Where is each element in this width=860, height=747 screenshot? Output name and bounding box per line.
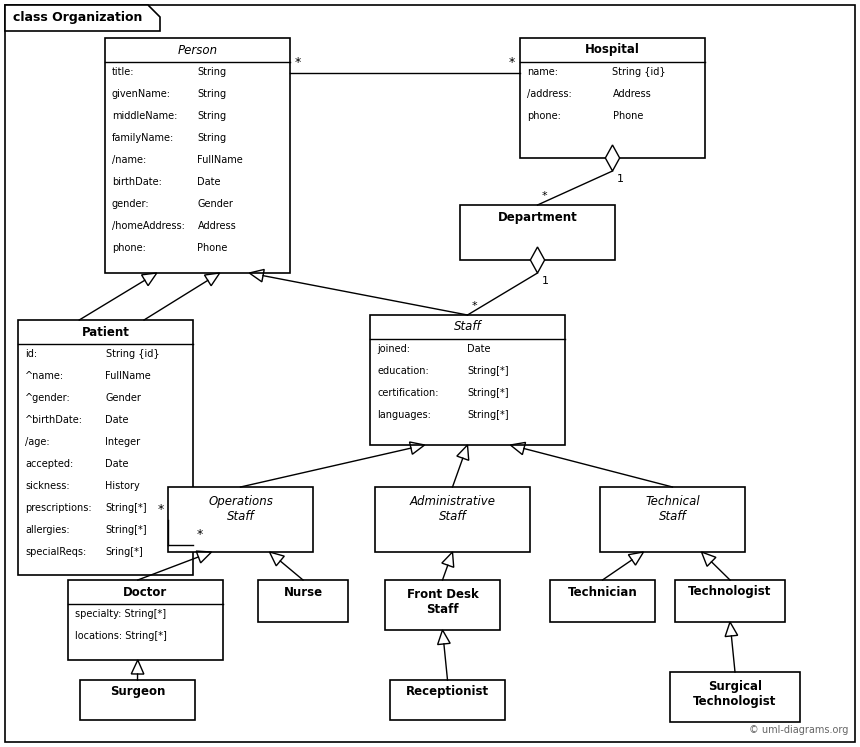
Text: ^gender:: ^gender: — [25, 393, 71, 403]
Bar — [105, 38, 290, 273]
Text: /address:: /address: — [527, 89, 572, 99]
Bar — [550, 580, 655, 622]
Bar — [375, 487, 530, 552]
Bar — [460, 205, 615, 260]
Text: Nurse: Nurse — [284, 586, 322, 598]
Bar — [600, 487, 745, 552]
Text: String[*]: String[*] — [468, 388, 509, 398]
Text: String[*]: String[*] — [468, 410, 509, 420]
Text: String[*]: String[*] — [106, 525, 147, 535]
Text: ^birthDate:: ^birthDate: — [25, 415, 83, 425]
Text: *: * — [295, 56, 301, 69]
Text: name:: name: — [527, 67, 558, 77]
Text: *: * — [197, 528, 203, 541]
Text: *: * — [157, 503, 164, 515]
Text: FullName: FullName — [106, 371, 151, 381]
Text: 1: 1 — [617, 174, 624, 184]
Text: String {id}: String {id} — [106, 349, 159, 359]
Text: Date: Date — [106, 415, 129, 425]
Text: /name:: /name: — [112, 155, 146, 165]
Text: 1: 1 — [542, 276, 549, 286]
Text: gender:: gender: — [112, 199, 150, 209]
Text: FullName: FullName — [198, 155, 243, 165]
Text: Technician: Technician — [568, 586, 637, 598]
Text: title:: title: — [112, 67, 134, 77]
Text: Department: Department — [498, 211, 577, 223]
Text: Front Desk
Staff: Front Desk Staff — [407, 588, 478, 616]
Text: Date: Date — [198, 177, 221, 187]
Polygon shape — [605, 145, 620, 171]
Text: Integer: Integer — [106, 437, 141, 447]
Text: Staff: Staff — [454, 320, 482, 333]
Text: Date: Date — [106, 459, 129, 469]
Text: givenName:: givenName: — [112, 89, 171, 99]
Text: Date: Date — [468, 344, 491, 354]
Polygon shape — [531, 247, 544, 273]
Text: prescriptions:: prescriptions: — [25, 503, 92, 513]
Bar — [168, 487, 313, 552]
Text: *: * — [542, 191, 547, 201]
Text: accepted:: accepted: — [25, 459, 73, 469]
Text: Gender: Gender — [106, 393, 141, 403]
Text: Patient: Patient — [82, 326, 130, 338]
Text: Sring[*]: Sring[*] — [106, 547, 144, 557]
Text: Administrative
Staff: Administrative Staff — [409, 495, 495, 523]
Text: *: * — [509, 56, 515, 69]
Text: String: String — [198, 111, 227, 121]
Text: Address: Address — [612, 89, 651, 99]
Text: specialReqs:: specialReqs: — [25, 547, 86, 557]
Text: /homeAddress:: /homeAddress: — [112, 221, 185, 231]
Text: Technologist: Technologist — [688, 586, 771, 598]
Text: Person: Person — [177, 43, 218, 57]
Bar — [68, 580, 223, 660]
Text: phone:: phone: — [112, 243, 146, 253]
Text: class Organization: class Organization — [13, 11, 143, 25]
Text: String: String — [198, 89, 227, 99]
Text: Operations
Staff: Operations Staff — [208, 495, 273, 523]
Text: familyName:: familyName: — [112, 133, 175, 143]
Text: Phone: Phone — [612, 111, 643, 121]
Text: joined:: joined: — [377, 344, 410, 354]
Text: birthDate:: birthDate: — [112, 177, 162, 187]
Text: Receptionist: Receptionist — [406, 686, 489, 698]
Bar — [390, 680, 505, 720]
Text: Surgical
Technologist: Surgical Technologist — [693, 680, 777, 708]
Polygon shape — [5, 5, 160, 31]
Text: locations: String[*]: locations: String[*] — [75, 631, 167, 641]
Bar — [675, 580, 785, 622]
Bar — [670, 672, 800, 722]
Text: allergies:: allergies: — [25, 525, 70, 535]
Text: String: String — [198, 133, 227, 143]
Text: languages:: languages: — [377, 410, 431, 420]
Text: Gender: Gender — [198, 199, 233, 209]
Text: © uml-diagrams.org: © uml-diagrams.org — [748, 725, 848, 735]
Text: Phone: Phone — [198, 243, 228, 253]
Text: History: History — [106, 481, 140, 491]
Text: education:: education: — [377, 366, 429, 376]
Text: Address: Address — [198, 221, 237, 231]
Text: String {id}: String {id} — [612, 67, 666, 77]
Text: phone:: phone: — [527, 111, 561, 121]
Text: Technical
Staff: Technical Staff — [645, 495, 700, 523]
Text: /age:: /age: — [25, 437, 50, 447]
Text: specialty: String[*]: specialty: String[*] — [75, 609, 166, 619]
Bar — [80, 680, 195, 720]
Text: Doctor: Doctor — [123, 586, 168, 598]
Text: String: String — [198, 67, 227, 77]
Text: id:: id: — [25, 349, 37, 359]
Text: middleName:: middleName: — [112, 111, 177, 121]
Text: certification:: certification: — [377, 388, 439, 398]
Text: ^name:: ^name: — [25, 371, 64, 381]
Text: String[*]: String[*] — [106, 503, 147, 513]
Text: *: * — [471, 301, 477, 311]
Bar — [370, 315, 565, 445]
Text: String[*]: String[*] — [468, 366, 509, 376]
Text: sickness:: sickness: — [25, 481, 70, 491]
Bar — [258, 580, 348, 622]
Text: Surgeon: Surgeon — [110, 686, 165, 698]
Bar — [385, 580, 500, 630]
Bar — [520, 38, 705, 158]
Bar — [18, 320, 193, 575]
Text: Hospital: Hospital — [585, 43, 640, 57]
